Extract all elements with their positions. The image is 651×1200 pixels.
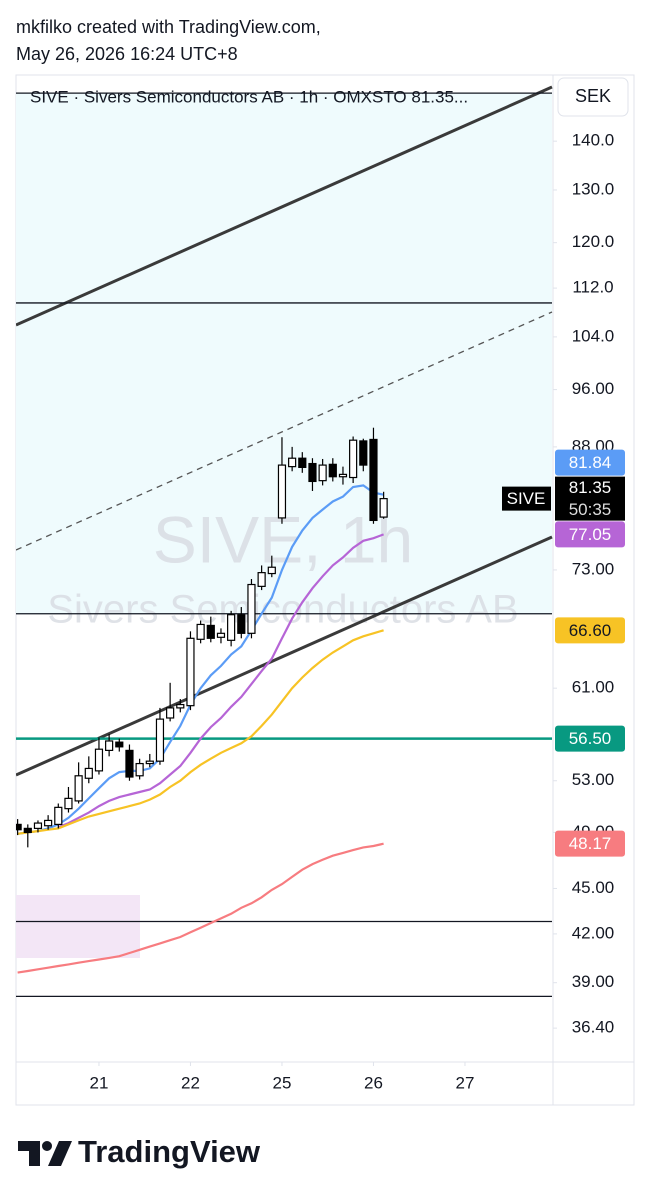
candle-body	[247, 583, 256, 634]
last-price: 81.35	[569, 478, 612, 497]
y-tick-label: 112.0	[572, 278, 613, 297]
currency: SEK	[575, 86, 611, 106]
x-tick-label: 26	[364, 1073, 383, 1092]
y-tick-label: 53.00	[572, 770, 615, 789]
x-tick-label: 22	[181, 1073, 200, 1092]
brand: TradingView	[78, 1134, 261, 1169]
price-tag	[555, 725, 625, 752]
x-tick-label: 21	[90, 1073, 109, 1092]
chart-title: SIVE · Sivers Semiconductors AB · 1h · O…	[30, 87, 468, 106]
candle-body	[318, 464, 327, 482]
candle-body	[135, 762, 144, 777]
candle-body	[94, 748, 104, 772]
candle-body	[54, 806, 63, 825]
candle-body	[186, 637, 195, 707]
price-tag	[555, 521, 625, 548]
candle-body	[349, 439, 358, 479]
ma-line	[17, 842, 384, 974]
candle-body	[23, 827, 32, 834]
ma-line	[17, 484, 384, 835]
plot	[16, 85, 553, 997]
candle-body	[267, 566, 276, 575]
candle-body	[216, 632, 226, 638]
y-tick-label: 36.40	[572, 1018, 615, 1037]
candle-body	[74, 775, 83, 802]
candle-body	[288, 457, 297, 468]
candle-body	[277, 464, 287, 519]
candle-body	[328, 463, 337, 478]
candle-body	[155, 718, 165, 762]
symbol-label: SIVE	[507, 489, 546, 508]
currency-box[interactable]	[557, 77, 629, 117]
candle-body	[64, 797, 73, 810]
price-tag-label: 77.05	[569, 525, 612, 544]
countdown: 50:35	[569, 500, 612, 519]
y-tick-label: 104.0	[572, 326, 615, 345]
ma-line	[17, 629, 384, 835]
price-tag	[555, 617, 625, 644]
candle-body	[44, 819, 53, 827]
candle-body	[237, 614, 246, 634]
x-tick-label: 25	[273, 1073, 292, 1092]
candle-body	[115, 741, 124, 748]
x-tick-label: 27	[456, 1073, 475, 1092]
price-tag-label: 48.17	[569, 834, 612, 853]
candle-body	[84, 767, 93, 779]
candle-body	[206, 624, 215, 639]
candle-body	[196, 623, 205, 640]
y-tick-label: 45.00	[572, 878, 615, 897]
header-line: May 26, 2026 16:24 UTC+8	[16, 44, 238, 64]
symbol-tag	[502, 486, 551, 511]
price-tag	[555, 449, 625, 476]
candle-body	[308, 462, 317, 483]
logo	[18, 1141, 72, 1166]
watermark: Sivers Semiconductors AB	[47, 588, 518, 632]
y-tick-label: 39.00	[572, 972, 615, 991]
candle-body	[33, 822, 43, 829]
last-price-tag	[555, 476, 625, 521]
zone-fill	[16, 895, 140, 958]
channel-mid	[16, 311, 553, 551]
y-tick-label: 61.00	[572, 678, 615, 697]
y-tick-label: 130.0	[572, 179, 615, 198]
candle-body	[338, 473, 348, 478]
candle-body	[379, 498, 388, 518]
y-tick-label: 140.0	[572, 131, 615, 150]
candle-body	[298, 457, 307, 469]
price-tag	[555, 830, 625, 857]
candle-body	[145, 760, 154, 765]
price-tag-label: 66.60	[569, 621, 612, 640]
candle-body	[176, 703, 185, 709]
y-tick-label: 42.00	[572, 923, 615, 942]
zone-fill	[16, 93, 552, 614]
candle-body	[105, 740, 114, 751]
candle-body	[369, 438, 378, 522]
y-tick-label: 96.00	[572, 379, 615, 398]
candle-body	[16, 823, 22, 831]
header-line: mkfilko created with TradingView.com,	[16, 17, 321, 37]
channel-line	[16, 85, 553, 327]
price-tag-label: 56.50	[569, 729, 612, 748]
y-tick-label: 120.0	[572, 232, 615, 251]
y-tick-label: 73.00	[572, 559, 615, 578]
price-tag-label: 81.84	[569, 453, 612, 472]
candle-body	[359, 440, 368, 466]
candle-body	[227, 614, 236, 641]
candle-body	[125, 749, 134, 778]
ma-line	[57, 533, 384, 829]
candle-body	[257, 572, 266, 587]
channel-line	[16, 535, 553, 777]
candle-body	[166, 707, 175, 719]
